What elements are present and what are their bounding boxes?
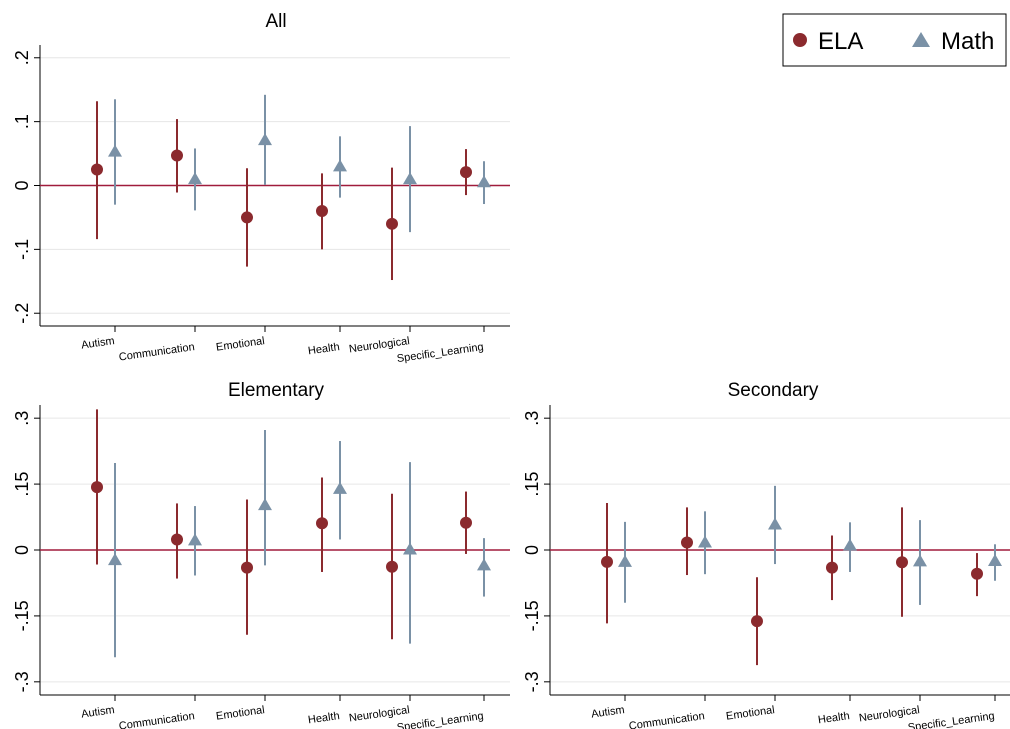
panel-title: Secondary	[728, 380, 819, 401]
ela-point	[316, 205, 328, 218]
y-tick-label: -.3	[522, 671, 542, 692]
math-point	[333, 159, 347, 172]
math-point	[477, 558, 491, 571]
y-tick-label: -.15	[12, 600, 32, 631]
ela-point	[91, 481, 103, 494]
y-tick-label: .15	[12, 472, 32, 497]
ela-point	[171, 533, 183, 546]
y-tick-label: -.2	[12, 303, 32, 324]
y-tick-label: .3	[522, 411, 542, 426]
x-tick-label: Health	[307, 710, 340, 726]
math-point	[768, 517, 782, 530]
legend-ela-label: ELA	[818, 28, 863, 55]
math-point	[618, 554, 632, 567]
y-tick-label: 0	[12, 545, 32, 555]
legend-box	[782, 13, 1007, 67]
ela-point	[316, 517, 328, 530]
ela-point	[460, 166, 472, 179]
y-tick-label: .15	[522, 472, 542, 497]
ela-point	[751, 615, 763, 628]
ela-point	[386, 217, 398, 230]
ela-point	[171, 149, 183, 162]
ela-point	[386, 560, 398, 573]
panel-title: All	[265, 11, 286, 32]
y-tick-label: -.3	[12, 671, 32, 692]
y-tick-label: .3	[12, 411, 32, 426]
ela-point	[241, 211, 253, 224]
math-point	[108, 144, 122, 157]
math-point	[188, 533, 202, 546]
ela-point	[241, 561, 253, 574]
ela-point	[826, 561, 838, 574]
math-point	[913, 554, 927, 567]
ela-point	[971, 567, 983, 580]
y-tick-label: -.15	[522, 600, 542, 631]
legend-math-label: Math	[941, 28, 994, 55]
y-tick-label: 0	[522, 545, 542, 555]
x-tick-label: Autism	[80, 335, 115, 352]
math-point	[258, 498, 272, 511]
math-point	[333, 481, 347, 494]
ela-point	[896, 556, 908, 569]
math-point	[258, 133, 272, 146]
x-tick-label: Health	[817, 710, 850, 726]
legend-math-marker	[912, 32, 930, 47]
y-tick-label: -.1	[12, 239, 32, 260]
x-tick-label: Autism	[80, 704, 115, 721]
x-tick-label: Health	[307, 341, 340, 357]
math-point	[188, 172, 202, 185]
ela-point	[681, 536, 693, 549]
math-point	[403, 542, 417, 555]
math-point	[843, 538, 857, 551]
ela-point	[91, 163, 103, 176]
math-point	[698, 535, 712, 548]
panel-title: Elementary	[228, 380, 325, 401]
math-point	[988, 553, 1002, 566]
legend-ela-marker	[793, 33, 807, 47]
y-tick-label: .2	[12, 50, 32, 65]
math-point	[108, 553, 122, 566]
legend: ELA Math	[782, 13, 1007, 67]
math-point	[403, 172, 417, 185]
math-point	[477, 175, 491, 188]
x-tick-label: Autism	[590, 704, 625, 721]
y-tick-label: 0	[12, 180, 32, 190]
y-tick-label: .1	[12, 114, 32, 129]
ela-point	[601, 555, 613, 568]
ela-point	[460, 516, 472, 529]
